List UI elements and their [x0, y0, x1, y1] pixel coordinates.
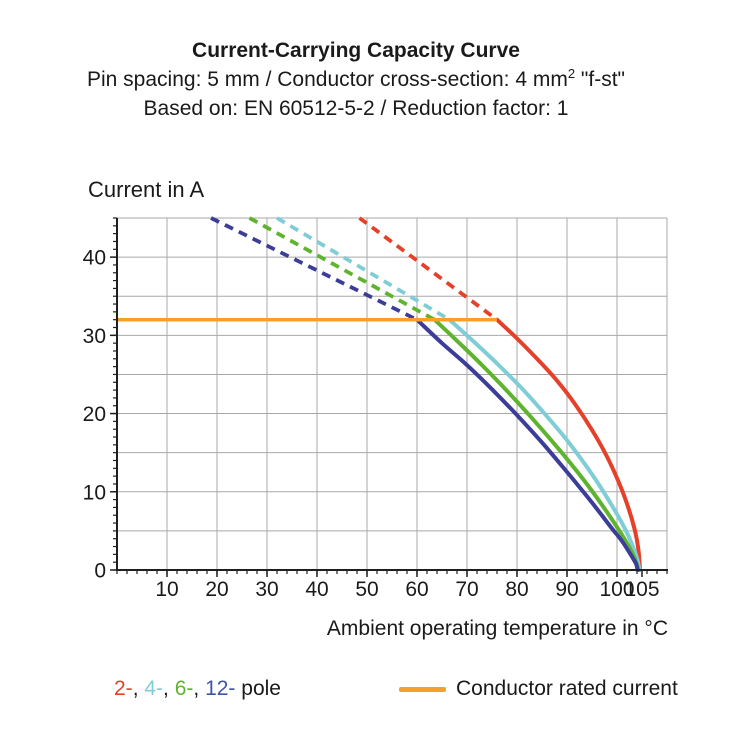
subtitle-suffix-text: "f-st" [575, 68, 625, 91]
x-tick-label: 100 [599, 578, 634, 601]
x-tick-label: 40 [305, 578, 328, 601]
y-tick-label: 40 [83, 247, 106, 270]
chart-header: Current-Carrying Capacity Curve Pin spac… [0, 36, 712, 123]
curve-2-pole-solid [495, 317, 642, 572]
legend-pole-item: , [163, 677, 175, 700]
y-tick-label: 0 [94, 560, 106, 583]
y-tick-label: 20 [83, 403, 106, 426]
x-tick-label: 90 [555, 578, 578, 601]
x-tick-label: 30 [255, 578, 278, 601]
x-tick-label: 10 [155, 578, 178, 601]
rated-current-line-swatch [399, 686, 446, 692]
subtitle-superscript: 2 [567, 66, 576, 81]
legend-pole-item: , [193, 677, 206, 700]
legend-rated-current: Conductor rated current [399, 677, 678, 701]
y-tick-label: 30 [83, 325, 106, 348]
x-tick-label: 20 [205, 578, 228, 601]
legend-pole-item: 6- [174, 677, 194, 700]
x-tick-label: 70 [455, 578, 478, 601]
legend-poles: 2-, 4-, 6-, 12- pole [114, 677, 281, 701]
y-axis-title: Current in A [88, 177, 205, 202]
y-tick-label: 10 [83, 481, 106, 504]
curve-12-pole-solid [415, 317, 640, 572]
curve-2-pole-dashed [358, 216, 499, 322]
subtitle-text: Pin spacing: 5 mm / Conductor cross-sect… [87, 68, 568, 91]
x-tick-label: 60 [405, 578, 428, 601]
chart-basis-line: Based on: EN 60512-5-2 / Reduction facto… [143, 97, 569, 120]
rated-current-label: Conductor rated current [456, 677, 678, 700]
x-tick-label: 80 [505, 578, 528, 601]
legend-pole-item: 2- [114, 677, 133, 700]
curve-12-pole-dashed [210, 216, 418, 322]
legend-pole-item: pole [235, 677, 281, 700]
x-tick-label: 105 [624, 578, 659, 601]
x-axis-title: Ambient operating temperature in °C [326, 617, 668, 640]
legend-pole-item: 12- [205, 677, 236, 700]
legend-pole-item: , [132, 677, 145, 700]
curve-6-pole-dashed [248, 216, 436, 322]
chart-title: Current-Carrying Capacity Curve [192, 39, 520, 62]
x-tick-label: 50 [355, 578, 378, 601]
legend-pole-item: 4- [144, 677, 164, 700]
chart-subtitle: Pin spacing: 5 mm / Conductor cross-sect… [0, 65, 712, 94]
curve-4-pole-solid [447, 317, 642, 572]
curve-4-pole-dashed [276, 216, 451, 322]
curve-6-pole-solid [432, 317, 641, 572]
